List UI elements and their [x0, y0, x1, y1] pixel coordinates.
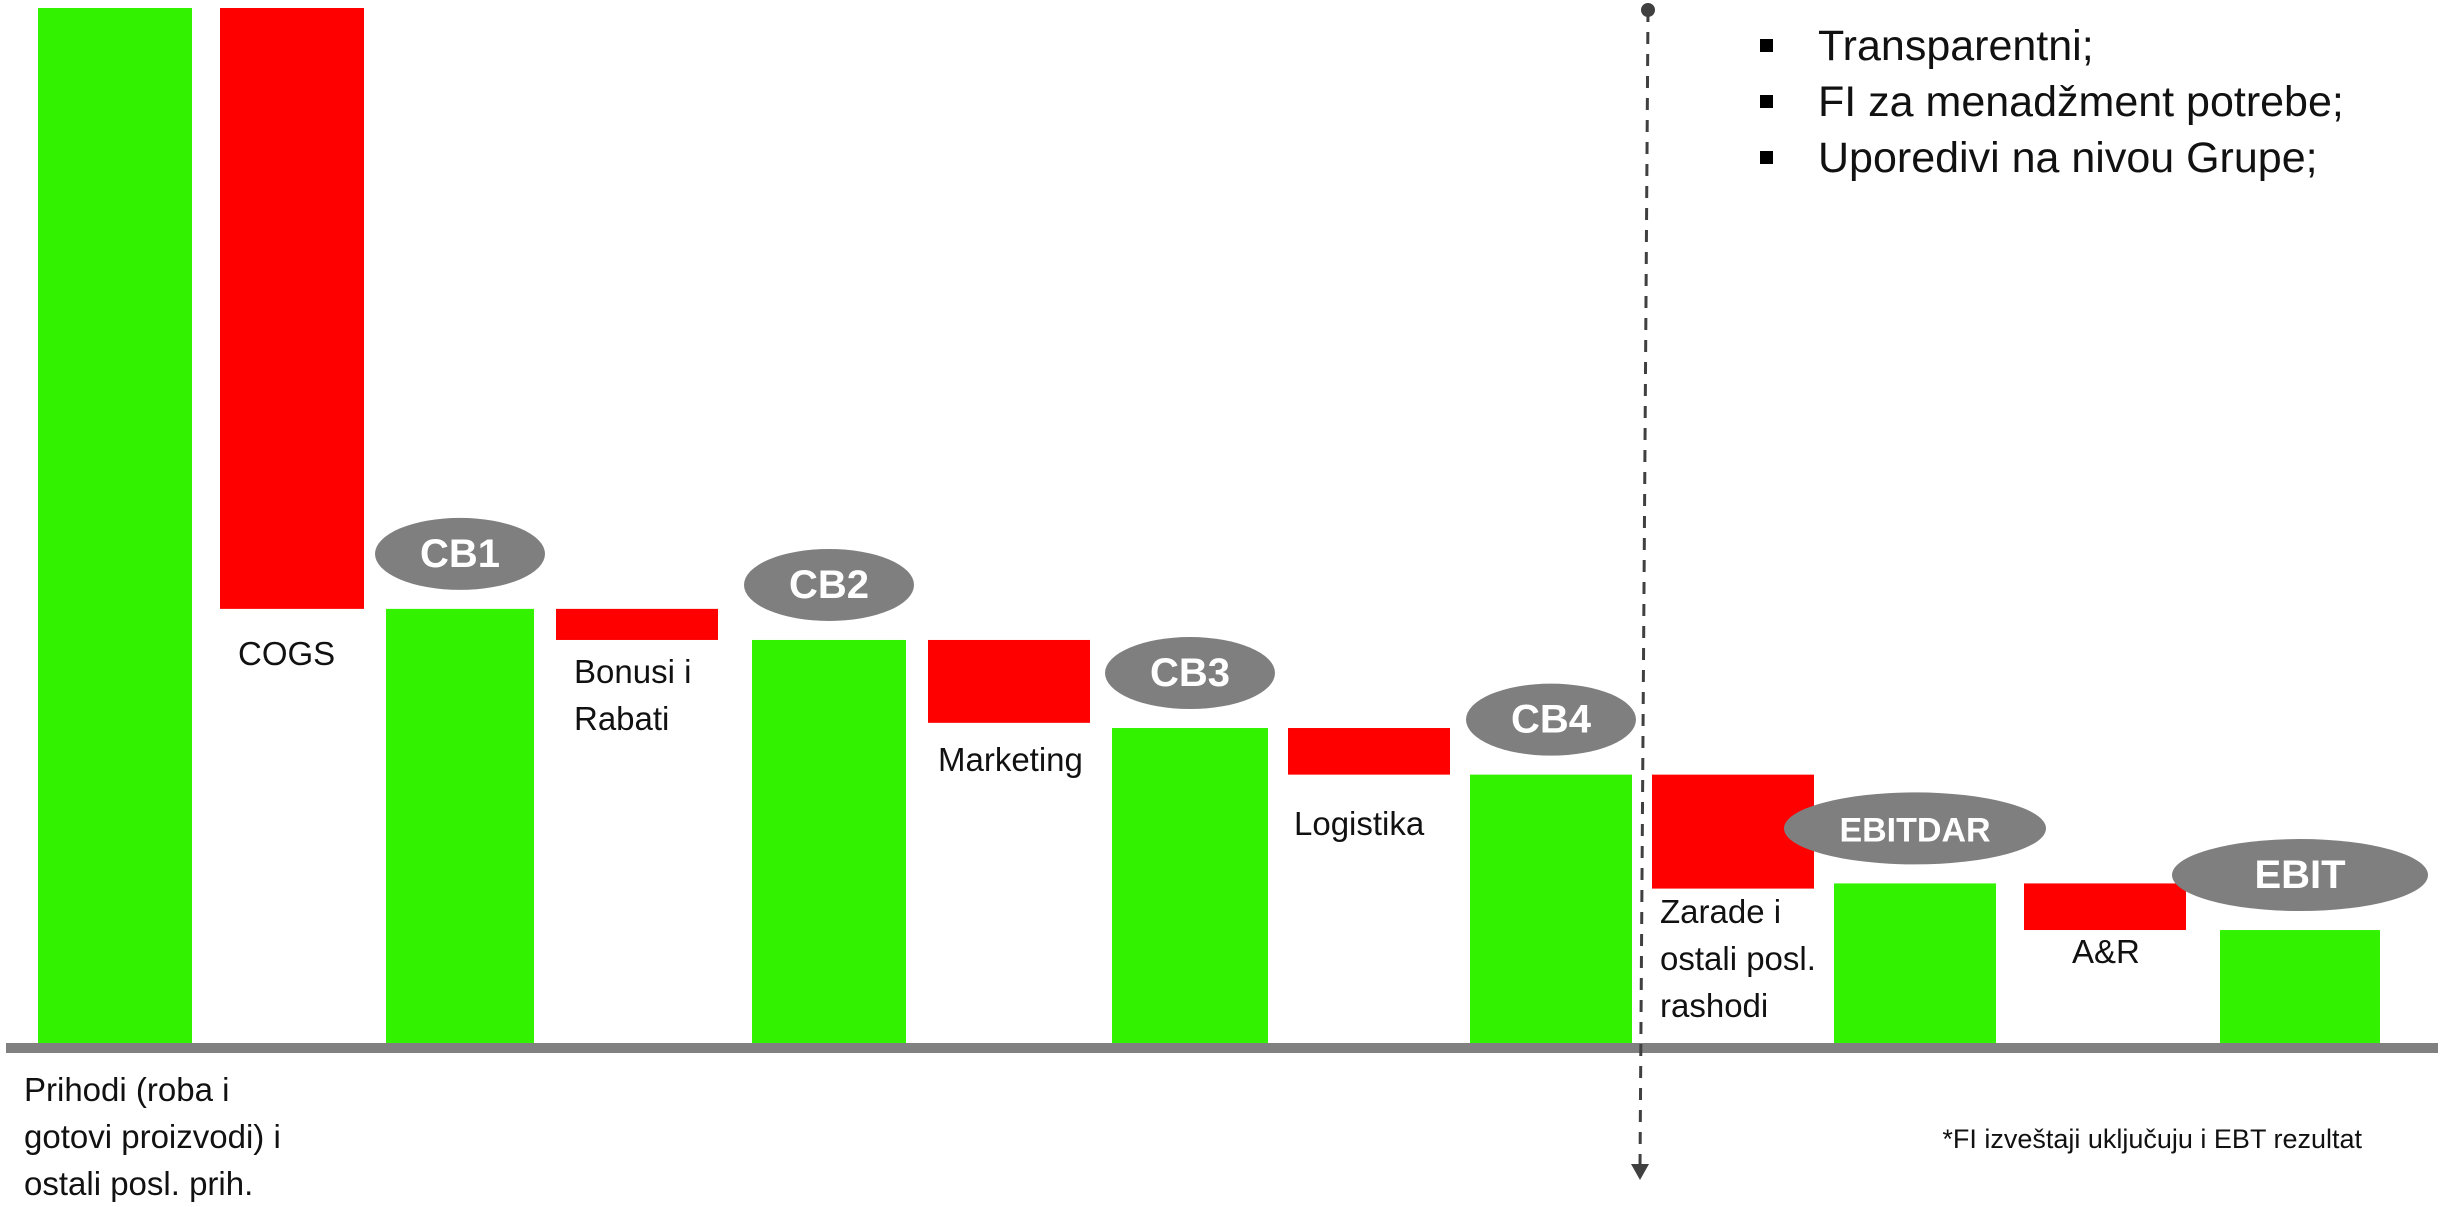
divider-line [1638, 9, 1650, 1169]
total-bar [386, 608, 534, 1044]
footnote: *FI izveštaji uključuju i EBT rezultat [1942, 1124, 2362, 1154]
badge-ellipse [1466, 683, 1636, 756]
badge-ellipse [1784, 792, 2046, 865]
total-bar [752, 639, 906, 1044]
bullet-item: Uporedivi na nivou Grupe; [1756, 130, 2344, 186]
bullet-square-icon [1760, 151, 1773, 164]
badge-ellipse [744, 548, 914, 621]
bars-group [38, 8, 2380, 1044]
badge-ebitdar: EBITDAR [1784, 792, 2046, 865]
decrease-bar [2024, 883, 2186, 931]
total-bar [1470, 774, 1632, 1044]
total-bar [2220, 930, 2380, 1044]
decrease-bar [928, 639, 1090, 723]
badge-cb2: CB2 [744, 548, 914, 621]
decrease-bar [556, 608, 718, 640]
bullet-square-icon [1760, 39, 1773, 52]
step-label: Prihodi (roba i gotovi proizvodi) i osta… [24, 1071, 281, 1202]
step-label: A&R [2072, 933, 2140, 970]
badge-label: EBITDAR [1839, 811, 1990, 849]
bullet-square-icon [1760, 95, 1773, 108]
divider-start-dot [1641, 3, 1655, 17]
badge-ellipse [2172, 839, 2428, 912]
step-label: Bonusi i Rabati [574, 653, 692, 737]
badge-ellipse [1105, 637, 1275, 710]
decrease-bar [1288, 728, 1450, 775]
total-bar [1112, 728, 1268, 1044]
badge-ellipse [375, 517, 545, 590]
badge-cb4: CB4 [1466, 683, 1636, 756]
badge-label: CB2 [789, 563, 869, 607]
badge-cb1: CB1 [375, 517, 545, 590]
badge-ebit: EBIT [2172, 839, 2428, 912]
bullet-item: Transparentni; [1756, 18, 2344, 74]
badge-label: CB3 [1150, 651, 1230, 695]
step-label: Logistika [1294, 805, 1425, 842]
step-label: COGS [238, 635, 336, 672]
bullet-item: FI za menadžment potrebe; [1756, 74, 2344, 130]
badge-label: EBIT [2254, 853, 2345, 897]
badge-cb3: CB3 [1105, 637, 1275, 710]
badge-label: CB4 [1511, 698, 1592, 742]
badges-group: CB1 CB2 CB3 CB4 EBITDAR EBIT [375, 517, 2428, 912]
total-bar [38, 8, 192, 1044]
badge-label: CB1 [420, 532, 500, 576]
step-label: Marketing [938, 741, 1083, 778]
bullet-list: Transparentni; FI za menadžment potrebe;… [1756, 18, 2344, 186]
decrease-bar [220, 8, 364, 609]
step-label: Zarade i ostali posl. rashodi [1660, 893, 1816, 1024]
total-bar [1834, 883, 1996, 1044]
divider-arrowhead [1631, 1164, 1649, 1180]
